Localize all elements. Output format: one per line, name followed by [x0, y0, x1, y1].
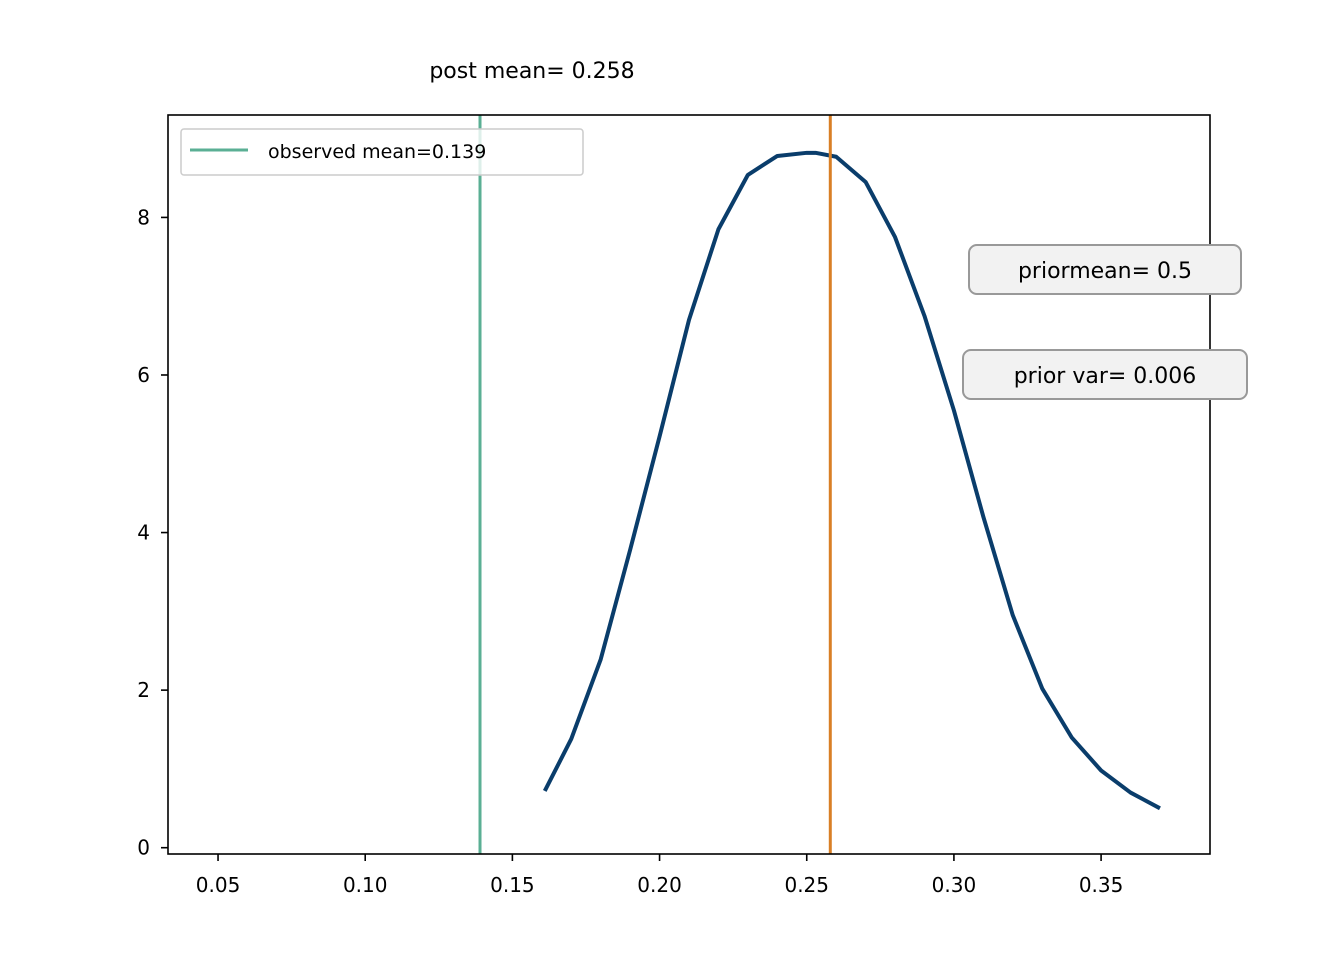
axes: 0.05 0.10 0.15 0.20 0.25 0.30 0.35 0 2 4 6 8: [137, 114, 1211, 897]
annotation-box-prior-mean: [968, 244, 1242, 295]
legend-label-observed-mean: observed mean=0.139: [268, 141, 486, 163]
x-tick-label: 0.35: [1079, 873, 1124, 897]
x-tick-label: 0.15: [490, 873, 535, 897]
plot-area: [478, 115, 1161, 854]
x-tick-label: 0.25: [784, 873, 829, 897]
y-tick-label: 2: [137, 678, 150, 702]
axes-frame: [167, 114, 1211, 855]
annotation-text-prior-mean: priormean= 0.5: [1018, 259, 1192, 284]
y-tick-label: 0: [137, 836, 150, 860]
x-tick-label: 0.05: [196, 873, 241, 897]
x-tick-label: 0.20: [637, 873, 682, 897]
posterior-density-curve: [542, 150, 1161, 811]
y-tick-label: 4: [137, 521, 150, 545]
legend-box: [180, 128, 584, 176]
y-tick-label: 6: [137, 363, 150, 387]
legend: observed mean=0.139: [180, 128, 584, 176]
x-tick-label: 0.30: [932, 873, 977, 897]
annotation-prior-mean: priormean= 0.5: [968, 244, 1242, 295]
annotation-box-prior-var: [962, 349, 1248, 400]
annotation-text-prior-var: prior var= 0.006: [1014, 364, 1197, 389]
chart-title: post mean= 0.258: [429, 59, 634, 84]
annotation-prior-var: prior var= 0.006: [962, 349, 1248, 400]
y-tick-label: 8: [137, 205, 150, 229]
x-tick-label: 0.10: [343, 873, 388, 897]
